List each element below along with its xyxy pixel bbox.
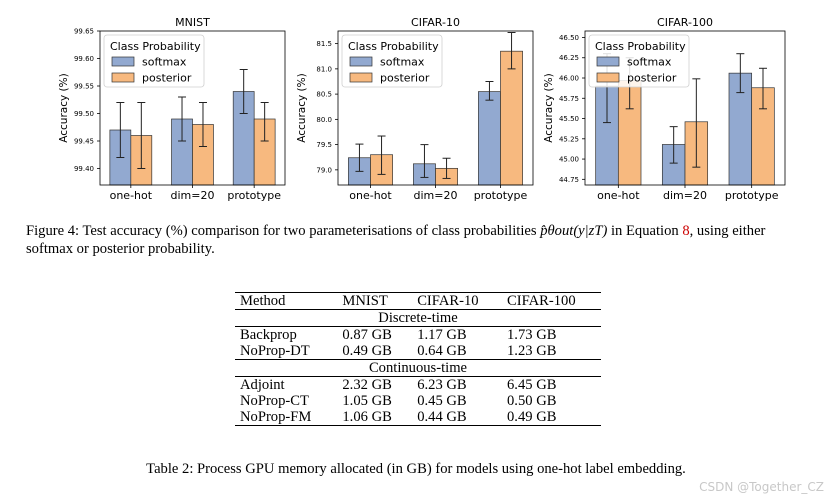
legend-label-posterior: posterior: [142, 72, 192, 85]
y-tick-label: 45.50: [559, 115, 579, 123]
table-row: NoProp-CT 1.05 GB 0.45 GB 0.50 GB: [235, 393, 601, 409]
bar-softmax: [478, 91, 501, 186]
section-title: Continuous-time: [235, 359, 601, 377]
x-tick-label: dim=20: [414, 189, 458, 202]
table-row: Adjoint 2.32 GB 6.23 GB 6.45 GB: [235, 377, 601, 394]
y-tick-label: 99.60: [74, 55, 94, 63]
y-axis-label: Accuracy (%): [543, 73, 555, 142]
y-tick-label: 81.0: [316, 65, 332, 73]
cell-method: NoProp-FM: [240, 409, 312, 425]
header-cifar100: CIFAR-100: [507, 293, 576, 309]
section-title: Discrete-time: [235, 309, 601, 327]
x-tick-label: prototype: [474, 189, 528, 202]
y-tick-label: 99.50: [74, 110, 94, 118]
y-tick-label: 46.00: [559, 75, 579, 83]
legend-label-posterior: posterior: [627, 72, 677, 85]
x-tick-label: dim=20: [171, 189, 215, 202]
table-row: NoProp-DT 0.49 GB 0.64 GB 1.23 GB: [235, 343, 601, 360]
legend-label-posterior: posterior: [380, 72, 430, 85]
cell-value: 2.32 GB: [342, 377, 392, 393]
cell-value: 0.87 GB: [342, 327, 392, 343]
cell-value: 0.64 GB: [417, 343, 467, 359]
cell-value: 0.44 GB: [417, 409, 467, 425]
y-tick-label: 45.25: [559, 135, 579, 143]
x-tick-label: dim=20: [663, 189, 707, 202]
section-row-continuous: Continuous-time: [235, 359, 601, 377]
watermark: CSDN @Together_CZ: [699, 480, 824, 494]
caption-middle: in Equation: [607, 223, 683, 239]
table-caption: Table 2: Process GPU memory allocated (i…: [146, 461, 686, 477]
chart-panel-2: 79.0 79.5 80.0 80.5 81.0 81.5 one-hot dim=20 pro…: [296, 16, 534, 202]
chart-panel-3: 44.75 45.00 45.25 45.50 45.75 46.00 46.25 46.50…: [543, 16, 786, 202]
cell-value: 1.23 GB: [507, 343, 557, 359]
y-tick-label: 45.75: [559, 95, 579, 103]
equation-link[interactable]: 8: [682, 223, 690, 239]
cell-method: Backprop: [240, 327, 297, 343]
y-tick-label: 80.0: [316, 116, 332, 124]
legend-swatch-posterior: [111, 72, 135, 83]
x-tick-label: prototype: [227, 189, 281, 202]
section-row-discrete: Discrete-time: [235, 309, 601, 327]
y-tick-label: 99.45: [74, 138, 94, 146]
cell-value: 0.45 GB: [417, 393, 467, 409]
header-cifar10: CIFAR-10: [417, 293, 479, 309]
y-tick-label: 79.5: [316, 141, 332, 149]
cell-value: 0.49 GB: [342, 343, 392, 359]
cell-value: 1.05 GB: [342, 393, 392, 409]
y-tick-label: 45.00: [559, 156, 579, 164]
bar-posterior: [500, 50, 523, 186]
legend-swatch-posterior: [596, 72, 620, 83]
cell-value: 1.73 GB: [507, 327, 557, 343]
cell-method: NoProp-DT: [240, 343, 310, 359]
x-tick-label: one-hot: [597, 189, 640, 202]
chart-title: MNIST: [175, 16, 210, 29]
y-tick-label: 44.75: [559, 176, 579, 184]
legend-swatch-softmax: [111, 56, 135, 67]
cell-value: 1.06 GB: [342, 409, 392, 425]
caption-math: p̂θout(y|zT): [540, 223, 608, 239]
memory-table: Method MNIST CIFAR-10 CIFAR-100 Discrete…: [235, 292, 601, 426]
y-tick-label: 99.65: [74, 28, 94, 36]
y-tick-label: 99.55: [74, 83, 94, 91]
legend-label-softmax: softmax: [142, 56, 187, 69]
cell-value: 0.49 GB: [507, 409, 557, 425]
y-tick-label: 99.40: [74, 165, 94, 173]
x-tick-label: one-hot: [349, 189, 392, 202]
figure-caption: Figure 4: Test accuracy (%) comparison f…: [26, 222, 816, 258]
y-tick-label: 46.25: [559, 54, 579, 62]
charts-row: 99.40 99.45 99.50 99.55 99.60 99.65 one-hot dim…: [58, 16, 786, 202]
y-tick-label: 79.0: [316, 166, 332, 174]
y-tick-label: 81.5: [316, 40, 332, 48]
y-axis-label: Accuracy (%): [58, 73, 70, 142]
table-row: Backprop 0.87 GB 1.17 GB 1.73 GB: [235, 327, 601, 344]
header-mnist: MNIST: [342, 293, 388, 309]
cell-value: 6.45 GB: [507, 377, 557, 393]
chart-title: CIFAR-100: [657, 16, 713, 29]
legend-title: Class Probability: [110, 40, 201, 53]
caption-suffix: , using either softmax or posterior prob…: [26, 223, 766, 257]
table-row: NoProp-FM 1.06 GB 0.44 GB 0.49 GB: [235, 409, 601, 426]
legend-swatch-softmax: [349, 56, 373, 67]
header-method: Method: [240, 293, 286, 309]
y-tick-label: 80.5: [316, 91, 332, 99]
cell-value: 6.23 GB: [417, 377, 467, 393]
table-header-row: Method MNIST CIFAR-10 CIFAR-100: [235, 292, 601, 310]
cell-value: 0.50 GB: [507, 393, 557, 409]
cell-value: 1.17 GB: [417, 327, 467, 343]
legend-label-softmax: softmax: [380, 56, 425, 69]
legend-title: Class Probability: [595, 40, 686, 53]
legend-label-softmax: softmax: [627, 56, 672, 69]
legend-swatch-posterior: [349, 72, 373, 83]
chart-panel-1: 99.40 99.45 99.50 99.55 99.60 99.65 one-hot dim…: [58, 16, 286, 202]
y-axis-label: Accuracy (%): [296, 73, 308, 142]
legend-swatch-softmax: [596, 56, 620, 67]
cell-method: Adjoint: [240, 377, 285, 393]
chart-title: CIFAR-10: [411, 16, 460, 29]
y-tick-label: 46.50: [559, 34, 579, 42]
cell-method: NoProp-CT: [240, 393, 309, 409]
legend-title: Class Probability: [348, 40, 439, 53]
x-tick-label: one-hot: [110, 189, 153, 202]
x-tick-label: prototype: [725, 189, 779, 202]
caption-prefix: Figure 4: Test accuracy (%) comparison f…: [26, 223, 541, 239]
